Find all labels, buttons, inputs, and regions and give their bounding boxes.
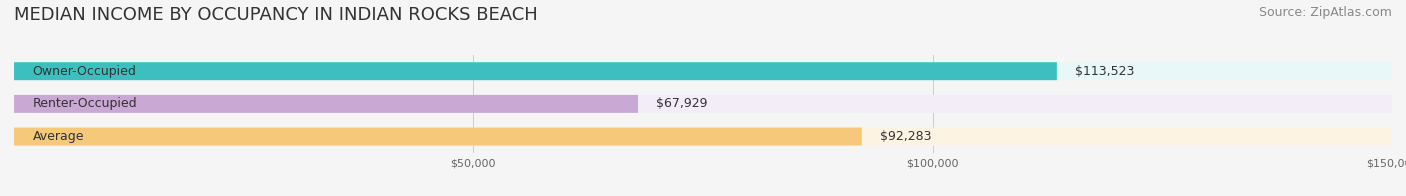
FancyBboxPatch shape <box>14 95 1392 113</box>
FancyBboxPatch shape <box>14 128 862 145</box>
Text: Source: ZipAtlas.com: Source: ZipAtlas.com <box>1258 6 1392 19</box>
Text: Average: Average <box>32 130 84 143</box>
Text: $67,929: $67,929 <box>657 97 707 110</box>
Text: $92,283: $92,283 <box>880 130 932 143</box>
Text: $113,523: $113,523 <box>1076 65 1135 78</box>
Text: Owner-Occupied: Owner-Occupied <box>32 65 136 78</box>
FancyBboxPatch shape <box>14 62 1057 80</box>
FancyBboxPatch shape <box>14 62 1392 80</box>
FancyBboxPatch shape <box>14 128 1392 145</box>
Text: MEDIAN INCOME BY OCCUPANCY IN INDIAN ROCKS BEACH: MEDIAN INCOME BY OCCUPANCY IN INDIAN ROC… <box>14 6 538 24</box>
FancyBboxPatch shape <box>14 95 638 113</box>
Text: Renter-Occupied: Renter-Occupied <box>32 97 136 110</box>
